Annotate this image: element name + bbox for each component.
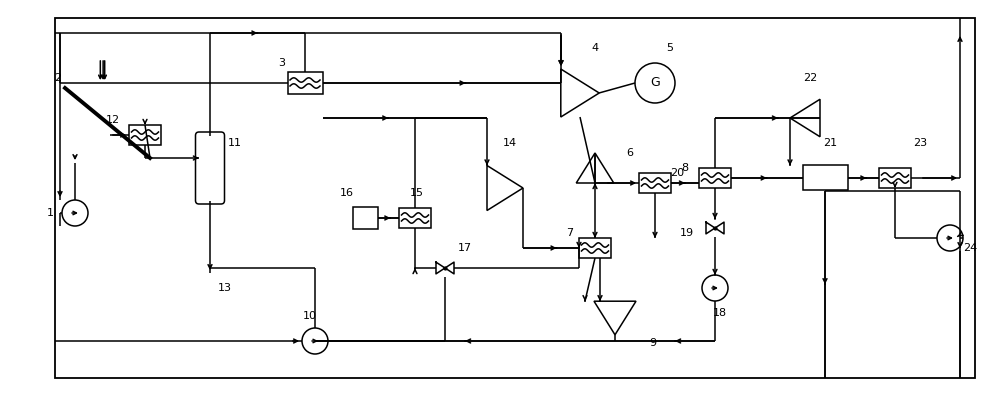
Text: 8: 8 [681,163,689,173]
Text: 21: 21 [823,138,837,148]
Text: 3: 3 [278,58,286,68]
Text: 16: 16 [340,188,354,198]
Text: G: G [650,77,660,90]
Text: 19: 19 [680,228,694,238]
Bar [699,168,731,188]
Text: 23: 23 [913,138,927,148]
Bar [639,173,671,193]
Text: 22: 22 [803,73,817,83]
Bar [879,168,911,188]
Bar [129,125,161,145]
Text: 20: 20 [670,168,684,178]
Text: 2: 2 [54,73,62,83]
Text: 17: 17 [458,243,472,253]
Text: 12: 12 [106,115,120,125]
Bar [579,238,611,258]
Text: 18: 18 [713,308,727,318]
Text: 5: 5 [666,43,674,53]
Bar [352,207,378,229]
Text: 15: 15 [410,188,424,198]
Text: 1: 1 [46,208,54,218]
Text: 10: 10 [303,311,317,321]
Text: 14: 14 [503,138,517,148]
Text: 4: 4 [591,43,599,53]
Bar [288,72,322,94]
Text: 7: 7 [566,228,574,238]
Text: 9: 9 [649,338,657,348]
Text: 11: 11 [228,138,242,148]
Text: 13: 13 [218,283,232,293]
Text: 24: 24 [963,243,977,253]
Text: 6: 6 [626,148,634,158]
Bar [802,165,848,191]
Bar [399,208,431,228]
